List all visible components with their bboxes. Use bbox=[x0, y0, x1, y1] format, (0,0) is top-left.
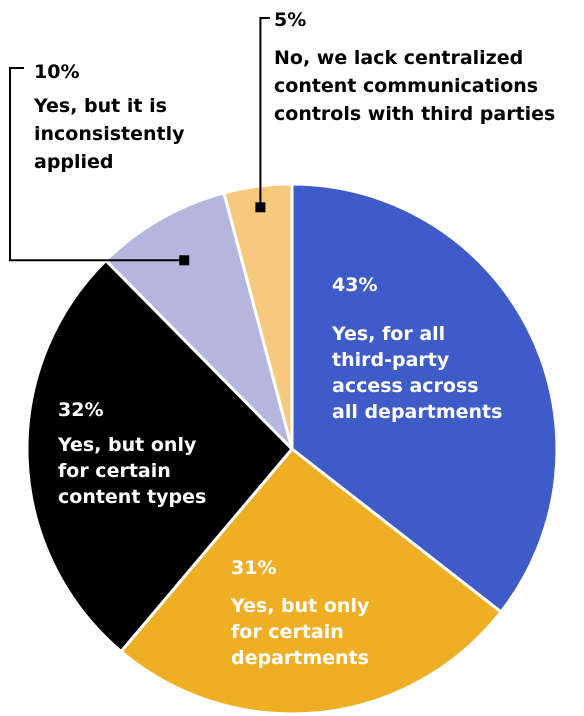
slice-label-lack-controls-line-2: content communications bbox=[274, 75, 538, 97]
pie-slices bbox=[25, 182, 559, 716]
slice-label-inconsistent-line-2: inconsistently bbox=[34, 123, 185, 145]
pie-slice-lack_controls bbox=[222, 182, 294, 451]
slice-label-all-departments-line-4: all departments bbox=[332, 401, 502, 423]
slice-label-content-types-line-3: content types bbox=[58, 486, 206, 508]
slice-label-content-types-line-1: Yes, but only bbox=[57, 434, 197, 456]
percent-label-lack-controls: 5% bbox=[274, 9, 306, 31]
slice-label-inconsistent-line-3: applied bbox=[34, 151, 114, 173]
label-certain-departments: 31% Yes, but only for certain department… bbox=[230, 557, 370, 669]
percent-label-inconsistent: 10% bbox=[34, 61, 79, 83]
label-content-types: 32% Yes, but only for certain content ty… bbox=[57, 399, 206, 508]
slice-label-all-departments-line-2: third-party bbox=[332, 349, 450, 371]
slice-label-lack-controls-line-3: controls with third parties bbox=[274, 103, 555, 125]
percent-label-content-types: 32% bbox=[58, 399, 103, 421]
slice-label-certain-departments-line-2: for certain bbox=[231, 621, 344, 643]
leader-marker-lack-controls bbox=[255, 202, 266, 213]
slice-label-inconsistent-line-1: Yes, but it is bbox=[33, 95, 167, 117]
leader-line-inconsistent bbox=[9, 67, 185, 262]
slice-label-content-types-line-2: for certain bbox=[58, 460, 171, 482]
label-all-departments: 43% Yes, for all third-party access acro… bbox=[331, 274, 502, 423]
pie-slice-all_depts bbox=[290, 182, 559, 614]
slice-label-lack-controls-line-1: No, we lack centralized bbox=[274, 47, 523, 69]
label-inconsistent: 10% Yes, but it is inconsistently applie… bbox=[33, 61, 185, 173]
label-lack-controls: 5% No, we lack centralized content commu… bbox=[274, 9, 555, 125]
slice-label-all-departments-line-3: access across bbox=[332, 375, 479, 397]
slice-label-certain-departments-line-3: departments bbox=[231, 647, 369, 669]
pie-slice-certain_depts bbox=[119, 447, 503, 716]
percent-label-certain-departments: 31% bbox=[231, 557, 276, 579]
leader-marker-inconsistent bbox=[179, 255, 190, 266]
pie-slice-content_types bbox=[25, 258, 294, 654]
leader-lines bbox=[9, 17, 270, 266]
slice-label-all-departments-line-1: Yes, for all bbox=[331, 323, 445, 345]
slice-label-certain-departments-line-1: Yes, but only bbox=[230, 595, 370, 617]
percent-label-all-departments: 43% bbox=[332, 274, 377, 296]
pie-slice-inconsistent bbox=[104, 191, 294, 451]
leader-line-lack-controls bbox=[259, 17, 270, 208]
